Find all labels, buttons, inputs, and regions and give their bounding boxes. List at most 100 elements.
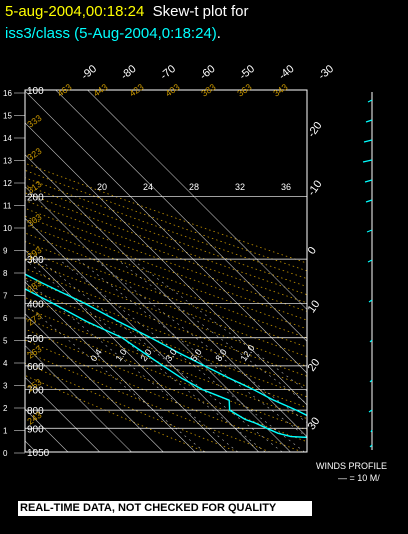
mixing-ratio-low-label: 12.0 <box>238 343 256 363</box>
wind-barb <box>368 409 373 413</box>
temperature-top-label: -80 <box>119 63 139 82</box>
height-tick-label: 6 <box>3 314 8 323</box>
height-tick-label: 2 <box>3 404 8 413</box>
dry-adiabat <box>25 184 307 287</box>
temperature-right-label: 30 <box>306 415 323 432</box>
mixing-ratio-line <box>131 258 307 392</box>
height-tick-label: 8 <box>3 269 8 278</box>
height-tick-label: 10 <box>3 224 12 233</box>
height-tick-label: 12 <box>3 179 12 188</box>
dry-adiabat-label: 423 <box>127 82 145 99</box>
mixing-ratio-label: 28 <box>189 182 199 192</box>
isotherm-line <box>55 90 307 342</box>
mixing-ratio-line <box>94 258 307 423</box>
wind-barb <box>362 159 373 163</box>
dry-adiabat <box>25 375 206 452</box>
wind-barb <box>367 99 373 103</box>
height-tick-label: 4 <box>3 359 8 368</box>
height-tick-label: 15 <box>3 112 12 121</box>
dry-adiabat <box>25 258 307 367</box>
dry-adiabat-label: 363 <box>235 82 253 99</box>
isotherm-line <box>25 186 291 452</box>
dry-adiabat <box>25 307 307 420</box>
pressure-tick-label: 1050 <box>27 448 50 459</box>
winds-scale-label: — = 10 M/ <box>338 473 380 483</box>
wind-barb <box>366 229 373 233</box>
height-tick-label: 11 <box>3 202 12 211</box>
dry-adiabat-label: 463 <box>55 82 73 99</box>
dry-adiabat-label: 333 <box>25 113 43 130</box>
station-time: 5-aug-2004,00:18:24 <box>5 3 145 20</box>
height-tick-label: 3 <box>3 382 8 391</box>
isotherm-line <box>25 122 307 406</box>
dataset-name: iss3/class (5-Aug-2004,0:18:24) <box>5 25 217 42</box>
temperature-right-label: 0 <box>306 245 319 257</box>
isotherm-line <box>25 313 164 452</box>
dataset-suffix: . <box>216 25 221 42</box>
height-tick-label: 1 <box>3 427 8 436</box>
mixing-ratio-label: 24 <box>143 182 153 192</box>
isotherm-line <box>25 376 100 452</box>
wind-barb <box>367 259 373 263</box>
wind-barb <box>368 299 373 303</box>
mixing-ratio-label: 36 <box>281 182 291 192</box>
pressure-tick-label: 100 <box>27 86 44 97</box>
plot-title-line2: iss3/class (5-Aug-2004,0:18:24). <box>5 25 221 43</box>
mixing-ratio-low-label: 5.0 <box>188 347 203 363</box>
height-tick-label: 5 <box>3 337 8 346</box>
dry-adiabat-label: 403 <box>163 82 181 99</box>
temperature-right-label: -10 <box>306 178 325 198</box>
dry-adiabat <box>25 215 307 321</box>
dry-adiabat <box>25 192 307 296</box>
plot-area <box>25 90 307 452</box>
pressure-tick-label: 400 <box>27 299 44 310</box>
mixing-ratio-line <box>25 303 205 452</box>
mixing-ratio-low-label: 2.0 <box>138 347 153 363</box>
height-tick-label: 14 <box>3 134 12 143</box>
pressure-tick-label: 200 <box>27 193 44 204</box>
plot-title-line1: 5-aug-2004,00:18:24 Skew-t plot for <box>5 3 249 21</box>
isotherm-line <box>25 154 307 438</box>
pressure-tick-label: 600 <box>27 362 44 373</box>
temperature-top-label: -50 <box>237 63 257 82</box>
dry-adiabat-label: 343 <box>271 82 289 99</box>
wind-barb <box>364 179 373 183</box>
wind-barb <box>369 339 373 343</box>
plot-frame <box>24 89 308 453</box>
height-tick-label: 13 <box>3 157 12 166</box>
quality-disclaimer: REAL-TIME DATA, NOT CHECKED FOR QUALITY <box>18 501 312 516</box>
height-tick-label: 7 <box>3 292 8 301</box>
dry-adiabat-label: 273 <box>25 311 43 328</box>
mixing-ratio-line <box>25 259 266 452</box>
wind-barb <box>369 379 373 383</box>
dry-adiabat <box>25 351 271 452</box>
wind-barb <box>365 199 373 203</box>
isotherm-line <box>25 217 259 452</box>
mixing-ratio-line <box>25 279 239 452</box>
dry-adiabat-label: 443 <box>91 82 109 99</box>
isotherm-line <box>25 345 132 452</box>
dry-adiabat <box>25 317 307 431</box>
height-tick-label: 0 <box>3 449 8 458</box>
pressure-tick-label: 300 <box>27 255 44 266</box>
mixing-ratio-label: 20 <box>97 182 107 192</box>
isotherm-line <box>25 249 228 452</box>
dry-adiabat <box>25 362 238 452</box>
dry-adiabat <box>25 162 307 264</box>
dry-adiabat <box>25 224 307 330</box>
mixing-ratio-line <box>58 258 305 452</box>
pressure-tick-label: 900 <box>27 424 44 435</box>
temperature-right-label: 10 <box>306 298 323 315</box>
wind-barb <box>370 429 373 433</box>
temperature-top-label: -60 <box>198 63 218 82</box>
dry-adiabat-label: 323 <box>25 146 43 163</box>
temperature-top-label: -40 <box>277 63 297 82</box>
pressure-tick-label: 800 <box>27 406 44 417</box>
mixing-ratio-line <box>38 258 283 452</box>
isotherm-line <box>25 90 307 374</box>
height-tick-label: 16 <box>3 89 12 98</box>
dry-adiabat-label: 383 <box>199 82 217 99</box>
plot-label: Skew-t plot for <box>152 3 249 20</box>
winds-profile-label: WINDS PROFILE <box>316 461 388 471</box>
